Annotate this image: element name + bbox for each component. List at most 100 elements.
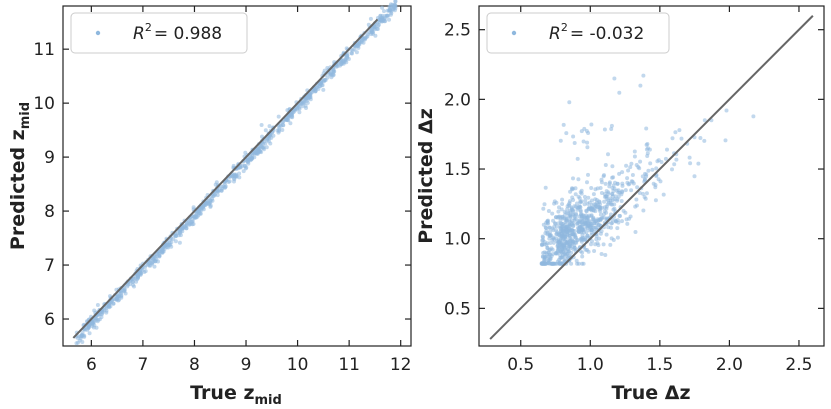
left-point [87, 331, 92, 336]
right-point [569, 205, 574, 210]
left-point [130, 279, 135, 284]
right-point [658, 179, 663, 184]
right-point [558, 253, 563, 258]
left-point [79, 333, 84, 338]
left-point [383, 15, 388, 20]
right-point [598, 209, 603, 214]
left-point [288, 121, 293, 126]
right-point [626, 168, 631, 173]
right-point [606, 152, 610, 157]
left-point [132, 284, 136, 289]
right-point [577, 226, 582, 231]
right-point [723, 138, 728, 143]
right-point [571, 209, 576, 214]
left-point [213, 192, 217, 197]
right-point [563, 213, 567, 217]
right-point [616, 220, 621, 225]
left-point [368, 16, 373, 21]
right-point [608, 198, 613, 203]
right-point [573, 192, 578, 197]
left-y-tick-label: 11 [33, 40, 55, 60]
left-point [75, 336, 80, 340]
right-point [674, 157, 679, 162]
right-point [579, 129, 584, 134]
right-point [654, 166, 659, 171]
right-point [570, 228, 575, 233]
right-point [599, 252, 604, 256]
right-point [559, 221, 564, 226]
right-point [583, 222, 588, 227]
right-point [620, 190, 625, 195]
right-point [575, 207, 580, 212]
right-point [625, 176, 630, 181]
right-point [581, 139, 586, 144]
right-point [560, 202, 565, 206]
left-y-tick-label: 7 [44, 256, 55, 276]
right-point [597, 199, 601, 204]
left-point [173, 239, 178, 244]
left-point [191, 205, 196, 210]
right-point [576, 194, 581, 199]
right-point [593, 187, 598, 192]
right-point [618, 214, 622, 218]
right-point [648, 161, 653, 166]
right-point [663, 156, 668, 161]
right-point [551, 218, 556, 223]
right-point [702, 118, 707, 123]
right-x-tick-label: 1.0 [577, 355, 604, 375]
left-point [108, 304, 113, 309]
right-point [572, 234, 577, 239]
right-point [586, 207, 591, 212]
right-point [557, 261, 562, 266]
right-point [609, 221, 614, 226]
right-point [607, 181, 612, 186]
left-legend-marker [95, 30, 101, 36]
left-x-tick-label: 9 [241, 355, 252, 375]
right-point [603, 163, 608, 167]
left-point [276, 130, 281, 135]
right-point [578, 200, 583, 205]
right-point [604, 197, 609, 201]
right-point [653, 183, 658, 187]
left-point [317, 81, 322, 86]
right-point [570, 195, 575, 200]
right-point [585, 180, 589, 185]
right-point [587, 200, 592, 205]
right-point [542, 202, 547, 207]
left-y-axis-label: Predicted zmid [7, 102, 33, 250]
right-point [629, 179, 634, 184]
right-point [591, 215, 596, 220]
right-point [569, 250, 574, 255]
left-point [260, 134, 264, 139]
left-point [243, 150, 248, 155]
right-point [572, 204, 577, 209]
right-x-tick-label: 2.0 [716, 355, 743, 375]
right-point [612, 76, 617, 81]
right-y-axis-label: Predicted Δz [415, 108, 437, 244]
right-point [546, 209, 551, 213]
left-point [255, 149, 260, 154]
left-point [354, 43, 359, 48]
right-point [554, 215, 559, 220]
right-point [589, 226, 594, 230]
right-point [591, 192, 596, 197]
left-point [290, 113, 295, 118]
right-point [585, 233, 590, 238]
right-point [635, 185, 640, 190]
left-point [365, 34, 370, 39]
right-point [659, 160, 664, 164]
left-point [95, 303, 100, 307]
right-point [654, 174, 659, 179]
right-point [557, 205, 561, 210]
right-point [583, 198, 588, 203]
right-point [633, 230, 638, 234]
right-legend-label: R2 = -0.032 [549, 21, 644, 44]
right-point [545, 220, 550, 225]
left-point [199, 206, 203, 211]
right-point [569, 261, 574, 266]
right-point [551, 261, 555, 266]
right-point [570, 222, 575, 227]
right-point [653, 198, 658, 203]
right-point [696, 161, 701, 166]
left-point [280, 128, 285, 132]
